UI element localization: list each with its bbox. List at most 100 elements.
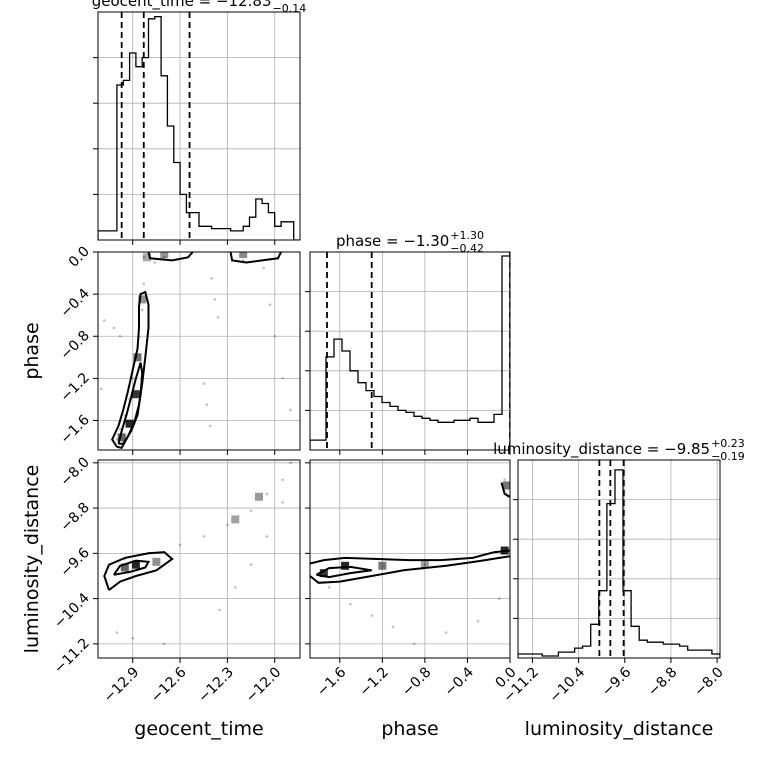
sample-point	[412, 642, 416, 646]
title-plus-error: +0.29	[273, 0, 307, 2]
y-tick-label-luminosity_distance: −11.2	[51, 635, 93, 677]
contour-line	[112, 559, 151, 576]
panel-frame-2-1	[309, 459, 511, 659]
sample-point	[218, 608, 221, 612]
density-luminosity_distance-vs-geocent_time	[120, 492, 263, 572]
grid-2-2	[518, 460, 720, 658]
sample-point	[476, 619, 480, 623]
contour-line	[117, 362, 144, 445]
density-cell	[420, 559, 429, 568]
text-layer: geocent_time phase luminosity_distance phas…	[21, 0, 745, 740]
title-plus-error: +1.30	[450, 229, 484, 242]
density-cell	[142, 253, 151, 262]
sample-point	[289, 408, 292, 412]
density-cell	[341, 561, 350, 570]
sample-point	[281, 478, 284, 482]
sample-point	[118, 334, 122, 338]
density-cell	[138, 295, 147, 304]
density-cell	[131, 560, 140, 569]
density-cell	[131, 390, 140, 399]
contours-luminosity_distance-vs-phase	[310, 482, 510, 584]
density-cell	[319, 569, 328, 578]
panel-frame-2-2	[517, 459, 721, 659]
x-tick-label-luminosity_distance: −9.6	[599, 664, 634, 699]
density-luminosity_distance-vs-phase	[319, 481, 510, 578]
sample-point	[423, 563, 427, 566]
density-phase-vs-geocent_time	[117, 252, 248, 442]
title-main: phase = −1.30	[336, 232, 449, 250]
x-tick-label-geocent_time: −12.9	[101, 664, 143, 706]
sample-point	[289, 461, 292, 465]
scatter-layer	[99, 255, 510, 646]
histogram-steps	[98, 15, 300, 240]
x-tick-label-luminosity_distance: −10.4	[547, 664, 589, 706]
histogram-geocent_time	[98, 12, 300, 240]
sample-point	[213, 298, 217, 301]
sample-point	[265, 492, 269, 496]
sample-point	[115, 438, 119, 441]
sample-point	[281, 377, 284, 380]
title-luminosity_distance: luminosity_distance = −9.85 +0.23−0.19	[493, 437, 745, 463]
sample-point	[503, 478, 506, 482]
density-cell	[231, 515, 240, 524]
title-geocent_time: geocent_time = −12.83+0.29−0.14	[92, 0, 307, 15]
title-minus-error: −0.19	[711, 450, 745, 463]
contours-phase-vs-geocent_time	[111, 252, 282, 450]
sample-point	[281, 501, 284, 504]
sample-point	[233, 585, 237, 589]
histogram-luminosity_distance	[518, 460, 720, 658]
x-tick-label-phase: −0.8	[399, 664, 434, 699]
title-main: luminosity_distance = −9.85	[493, 440, 710, 459]
x-axis-label-geocent_time: geocent_time	[134, 718, 263, 740]
sample-point	[262, 266, 266, 270]
y-axis-label-phase: phase	[21, 322, 43, 379]
x-axis-label-luminosity_distance: luminosity_distance	[525, 718, 714, 740]
histogram-layer	[98, 12, 720, 658]
contour-line	[315, 565, 372, 579]
scatter-luminosity_distance-vs-phase	[327, 478, 510, 646]
panel-frame-0-0	[97, 11, 301, 241]
sample-point	[162, 642, 166, 646]
y-tick-label-phase: −1.2	[57, 370, 92, 405]
frame-layer	[97, 11, 721, 659]
sample-point	[210, 277, 213, 280]
x-tick-label-phase: −0.4	[442, 664, 477, 699]
grid-1-1	[310, 252, 511, 450]
contour-line	[310, 555, 510, 584]
contour-line	[310, 549, 510, 565]
y-tick-label-phase: −0.4	[57, 286, 92, 321]
sample-point	[202, 382, 206, 385]
scatter-phase-vs-geocent_time	[99, 255, 292, 441]
sample-point	[131, 377, 135, 380]
sample-point	[142, 282, 146, 285]
contour-line	[500, 482, 510, 498]
sample-point	[498, 597, 501, 600]
tick-layer: −12.9 −12.6 −12.3 −12.0 −1.6 −1.2 −0.8 −0.4 0.0−…	[51, 57, 727, 706]
y-tick-label-luminosity_distance: −10.4	[51, 590, 93, 632]
density-cell	[239, 252, 248, 259]
x-tick-label-geocent_time: −12.3	[195, 664, 237, 706]
title-phase: phase = −1.30 +1.30−0.42	[336, 229, 484, 255]
title-plus-error: +0.23	[711, 437, 745, 450]
sample-point	[99, 387, 103, 391]
x-tick-label-luminosity_distance: −8.8	[645, 664, 680, 699]
y-tick-label-luminosity_distance: −8.8	[57, 500, 92, 535]
density-cell	[117, 433, 126, 442]
sample-point	[162, 255, 166, 259]
sample-point	[273, 334, 277, 338]
contours-luminosity_distance-vs-geocent_time	[103, 551, 174, 591]
y-tick-label-phase: 0.0	[66, 244, 93, 271]
x-tick-label-phase: −1.2	[357, 664, 392, 699]
panel-frame-1-0	[97, 251, 301, 451]
sample-point	[103, 319, 106, 322]
density-cell	[378, 561, 387, 570]
title-minus-error: −0.42	[450, 242, 484, 255]
sample-point	[249, 509, 253, 513]
sample-point	[327, 585, 331, 589]
y-tick-label-phase: −0.8	[57, 328, 92, 363]
density-cell	[254, 492, 263, 501]
x-tick-label-phase: −1.6	[314, 664, 349, 699]
density-cell	[152, 557, 161, 566]
histogram-steps	[310, 255, 510, 450]
density-cell	[160, 252, 169, 259]
